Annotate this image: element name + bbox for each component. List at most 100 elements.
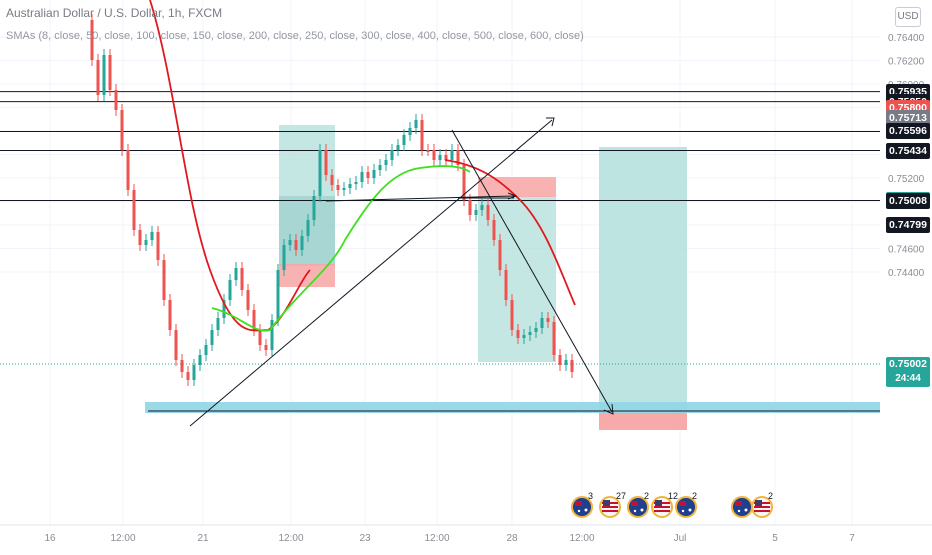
candle-body — [108, 55, 112, 90]
candlesticks — [90, 14, 574, 386]
candle-body — [90, 20, 94, 60]
current-price-label: 0.75002 24:44 — [886, 357, 930, 387]
position-zones[interactable] — [145, 125, 880, 430]
trend-line-up — [189, 119, 553, 427]
candle-body — [444, 155, 448, 160]
candle-body — [174, 330, 178, 360]
aud-flag-icon[interactable]: 2 — [626, 491, 652, 520]
candle-body — [264, 345, 268, 350]
candle-body — [330, 175, 334, 185]
candle-body — [510, 300, 514, 330]
candle-body — [552, 322, 556, 355]
event-count: 12 — [668, 491, 679, 501]
time-tick-label: Jul — [674, 533, 687, 544]
candle-body — [318, 150, 322, 196]
candle-body — [366, 172, 370, 178]
event-count: 2 — [768, 491, 774, 501]
candle-body — [522, 335, 526, 338]
candle-body — [516, 330, 520, 338]
candle-body — [570, 360, 574, 372]
candle-body — [126, 150, 130, 190]
candle-body — [258, 330, 262, 345]
sma-red-line-right — [444, 159, 576, 306]
time-tick-label: 12:00 — [569, 533, 594, 544]
candle-body — [294, 240, 298, 250]
arrow-head — [603, 403, 614, 415]
aud-flag-icon[interactable]: 2 — [674, 491, 700, 520]
candle-body — [144, 240, 148, 245]
candle-body — [390, 150, 394, 160]
candle-body — [324, 150, 328, 175]
trend-line-down — [451, 129, 613, 413]
aud-flag-icon[interactable]: 3 — [570, 491, 596, 520]
candle-body — [468, 200, 472, 215]
time-tick-label: 23 — [359, 533, 371, 544]
candle-body — [150, 232, 154, 240]
candle-body — [246, 290, 250, 310]
sma-green-line — [211, 165, 471, 332]
candle-body — [540, 318, 544, 328]
candle-body — [222, 300, 226, 318]
candle-body — [534, 328, 538, 332]
candle-body — [372, 170, 376, 178]
candle-body — [360, 172, 364, 182]
candle-body — [132, 190, 136, 230]
candle-body — [300, 236, 304, 250]
projected-long-zone — [599, 147, 687, 411]
candle-body — [180, 360, 184, 372]
price-label: 0.75008 — [886, 192, 930, 209]
candle-body — [438, 155, 442, 160]
price-tick-label: 0.76400 — [888, 33, 925, 44]
candle-body — [504, 270, 508, 300]
time-tick-label: 7 — [849, 533, 855, 544]
candle-body — [102, 55, 106, 95]
usd-flag-icon[interactable]: 2 — [750, 491, 776, 520]
candle-body — [408, 128, 412, 135]
trend-line-horizontal — [325, 195, 515, 202]
candle-body — [234, 268, 238, 280]
long-position-stop-zone — [279, 264, 335, 287]
candle-body — [354, 182, 358, 184]
chart-grid — [0, 0, 880, 525]
horizontal-lines[interactable] — [0, 91, 880, 412]
candle-body — [162, 260, 166, 300]
event-count: 3 — [588, 491, 594, 501]
event-count: 27 — [616, 491, 627, 501]
time-tick-label: 28 — [506, 533, 518, 544]
candle-body — [498, 240, 502, 270]
indicator-legend[interactable]: SMAs (8, close, 50, close, 100, close, 1… — [6, 30, 584, 42]
trend-lines[interactable] — [189, 117, 614, 427]
candle-body — [288, 240, 292, 245]
candle-body — [348, 184, 352, 188]
candle-body — [558, 355, 562, 365]
candle-body — [420, 120, 424, 150]
candle-body — [204, 345, 208, 355]
candle-body — [192, 365, 196, 380]
time-axis[interactable]: 16 12:00 21 12:00 23 12:00 28 12:00 Jul 5 7 — [0, 524, 932, 544]
arrow-head — [546, 117, 555, 127]
usd-flag-icon[interactable]: 27 — [598, 491, 627, 520]
support-zone — [145, 402, 880, 413]
time-tick-label: 12:00 — [424, 533, 449, 544]
candle-body — [186, 372, 190, 380]
time-tick-label: 16 — [44, 533, 56, 544]
candle-body — [312, 196, 316, 220]
currency-button[interactable]: USD — [895, 7, 921, 27]
price-label: 0.74799 — [886, 217, 930, 234]
candle-body — [114, 90, 118, 110]
aud-flag-icon[interactable] — [730, 494, 756, 520]
candle-body — [378, 165, 382, 170]
projected-stop-zone — [599, 411, 687, 430]
usd-flag-icon[interactable]: 12 — [650, 491, 679, 520]
candle-body — [276, 270, 280, 320]
price-label: 0.75596 — [886, 123, 930, 140]
candle-body — [240, 268, 244, 290]
candle-body — [270, 320, 274, 350]
price-tick-label: 0.75200 — [888, 174, 925, 185]
price-label: 0.75434 — [886, 142, 930, 159]
price-label: 0.75713 — [886, 109, 930, 126]
candle-body — [384, 160, 388, 165]
short-position-stop-zone — [478, 177, 556, 197]
